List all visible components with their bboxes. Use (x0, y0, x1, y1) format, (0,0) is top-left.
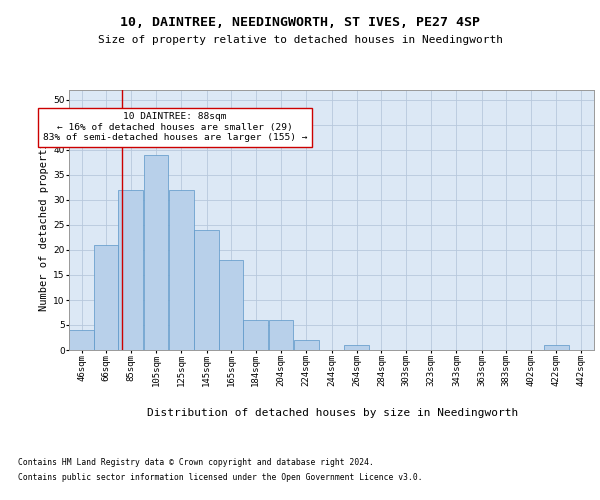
Text: 10 DAINTREE: 88sqm
← 16% of detached houses are smaller (29)
83% of semi-detache: 10 DAINTREE: 88sqm ← 16% of detached hou… (43, 112, 307, 142)
Bar (94, 245, 118, 350)
Text: Distribution of detached houses by size in Needingworth: Distribution of detached houses by size … (148, 408, 518, 418)
Bar (169, 190, 194, 350)
Bar (544, 345, 569, 350)
Bar (118, 190, 143, 350)
Bar (194, 230, 219, 350)
Bar (220, 260, 243, 350)
Text: Contains HM Land Registry data © Crown copyright and database right 2024.: Contains HM Land Registry data © Crown c… (18, 458, 374, 467)
Bar (69, 330, 94, 350)
Bar (144, 155, 169, 350)
Text: 10, DAINTREE, NEEDINGWORTH, ST IVES, PE27 4SP: 10, DAINTREE, NEEDINGWORTH, ST IVES, PE2… (120, 16, 480, 29)
Bar (294, 340, 319, 350)
Text: Contains public sector information licensed under the Open Government Licence v3: Contains public sector information licen… (18, 473, 422, 482)
Text: Size of property relative to detached houses in Needingworth: Size of property relative to detached ho… (97, 35, 503, 45)
Bar (344, 345, 369, 350)
Bar (244, 320, 268, 350)
Y-axis label: Number of detached properties: Number of detached properties (39, 130, 49, 310)
Bar (269, 320, 293, 350)
